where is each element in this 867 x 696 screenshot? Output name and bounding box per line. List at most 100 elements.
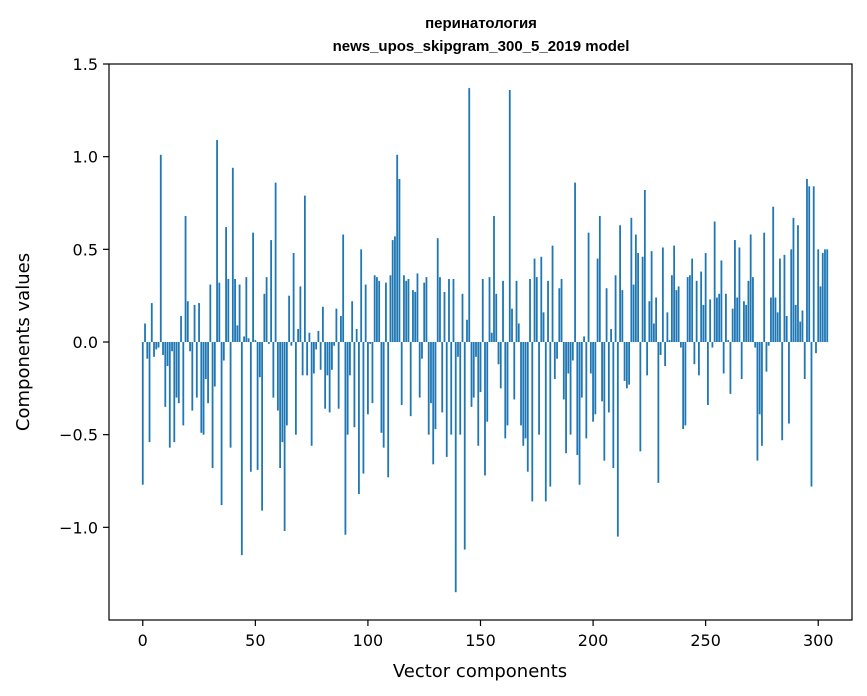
bar-175 [535,277,538,342]
bar-304 [826,249,829,342]
bar-224 [646,342,649,376]
bar-174 [533,258,536,342]
bar-124 [421,342,423,359]
bar-14 [173,342,176,443]
bar-145 [468,88,471,342]
bar-73 [306,342,309,376]
bar-49 [252,232,254,342]
bar-141 [459,342,462,435]
bar-159 [499,342,502,389]
x-tick-label: 300 [803,631,834,650]
bar-38 [227,278,230,342]
bar-232 [664,342,667,367]
bar-150 [479,342,482,393]
bar-272 [754,342,757,348]
bar-54 [263,293,266,342]
y-tick-label: 0.0 [73,333,98,352]
bar-189 [567,342,570,374]
bar-51 [256,342,259,470]
x-axis-label: Vector components [393,661,567,682]
bar-50 [254,340,257,342]
bar-256 [718,293,721,342]
bar-260 [727,340,730,342]
bar-258 [722,342,725,374]
bar-289 [792,217,795,342]
bar-115 [400,342,403,406]
bar-4 [150,303,153,342]
bar-34 [218,282,221,342]
bar-91 [346,342,349,435]
bar-257 [720,260,723,342]
bar-95 [355,329,358,342]
bar-127 [427,342,430,435]
bar-231 [661,247,664,342]
bar-131 [436,238,439,342]
bar-23 [193,304,196,342]
bar-204 [601,342,603,402]
bar-97 [360,249,363,342]
bar-24 [195,342,198,398]
bar-285 [783,254,786,342]
bar-197 [585,342,588,439]
bar-179 [544,342,547,502]
bar-8 [159,154,162,342]
bar-212 [619,225,621,342]
bar-278 [767,342,770,346]
bar-142 [461,293,464,342]
bar-89 [342,234,345,342]
bar-200 [592,342,594,422]
bar-30 [209,284,212,342]
bar-293 [801,310,804,342]
bar-120 [412,290,414,342]
bar-60 [276,342,279,411]
bar-26 [200,342,203,433]
bar-275 [761,342,763,446]
bar-210 [614,275,617,342]
bar-74 [308,332,311,342]
bar-194 [578,342,581,485]
bar-117 [405,280,408,342]
bar-208 [610,329,612,342]
bar-192 [574,182,576,342]
bar-98 [362,342,365,474]
x-tick-label: 200 [578,631,609,650]
bar-13 [171,342,173,352]
bar-28 [204,342,207,380]
bar-81 [324,342,327,409]
bar-64 [285,342,288,426]
bar-45 [243,336,245,342]
bar-75 [310,342,313,446]
bar-185 [558,288,561,342]
bar-274 [758,342,761,415]
bar-205 [603,342,606,461]
bar-180 [547,280,549,342]
bar-261 [729,342,732,394]
bar-172 [529,278,531,342]
bar-243 [688,275,691,342]
bar-39 [229,342,232,448]
bar-104 [376,277,378,342]
bar-248 [700,271,703,342]
bar-255 [716,297,718,342]
bar-221 [639,342,642,452]
bar-167 [517,323,520,342]
bar-153 [486,342,489,422]
bar-183 [553,342,556,380]
bar-302 [821,253,824,342]
bar-299 [815,342,817,354]
bar-110 [389,275,392,342]
bar-46 [245,277,248,342]
x-tick-label: 50 [245,631,265,650]
bar-143 [463,342,466,550]
bar-19 [184,215,187,342]
bar-228 [655,297,658,342]
bar-301 [819,286,822,342]
bar-139 [454,342,457,593]
bar-250 [704,253,707,342]
bar-276 [763,232,766,342]
bar-31 [211,342,214,469]
bar-20 [186,301,189,342]
bar-196 [583,336,585,342]
bar-119 [409,342,412,417]
bar-244 [691,258,694,342]
